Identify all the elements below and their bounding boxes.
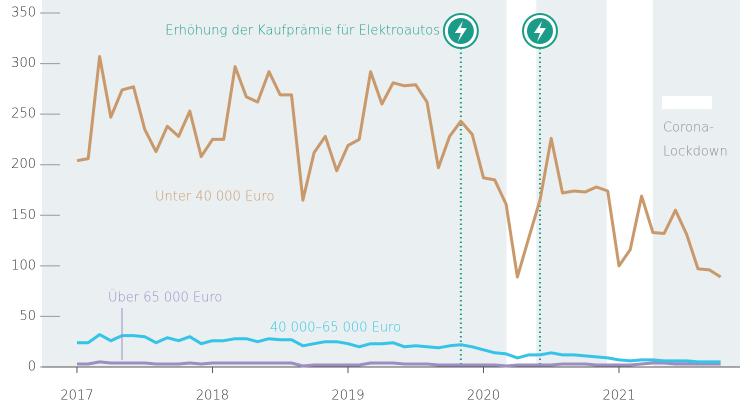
series-line bbox=[77, 333, 721, 364]
lockdown-legend-swatch bbox=[662, 96, 712, 109]
x-tick-label: 2017 bbox=[60, 389, 93, 404]
x-tick-label: 2018 bbox=[196, 389, 229, 404]
series-line bbox=[76, 55, 722, 279]
event-icon bbox=[533, 21, 546, 42]
y-tick-label: 50 bbox=[19, 309, 36, 324]
lockdown-band bbox=[606, 0, 653, 367]
y-tick-label: 150 bbox=[11, 208, 36, 223]
y-tick-label: 0 bbox=[28, 360, 36, 375]
lockdown-band bbox=[506, 0, 537, 367]
series-label: 40 000–65 000 Euro bbox=[270, 321, 401, 336]
event-label: Erhöhung der Kaufprämie für Elektroautos bbox=[165, 24, 440, 39]
x-tick-label: 2019 bbox=[331, 389, 364, 404]
y-tick-label: 100 bbox=[11, 258, 36, 273]
y-tick-label: 350 bbox=[11, 6, 36, 21]
event-icon bbox=[454, 21, 467, 42]
series-line bbox=[77, 360, 721, 368]
series-label: Unter 40 000 Euro bbox=[155, 190, 274, 205]
y-tick-label: 300 bbox=[11, 56, 36, 71]
y-tick-label: 200 bbox=[11, 157, 36, 172]
x-tick-label: 2020 bbox=[467, 389, 500, 404]
series-label: Über 65 000 Euro bbox=[108, 290, 222, 306]
x-tick-label: 2021 bbox=[602, 389, 635, 404]
lockdown-label: Lockdown bbox=[663, 145, 728, 160]
lockdown-label: Corona- bbox=[663, 121, 714, 136]
y-tick-label: 250 bbox=[11, 107, 36, 122]
